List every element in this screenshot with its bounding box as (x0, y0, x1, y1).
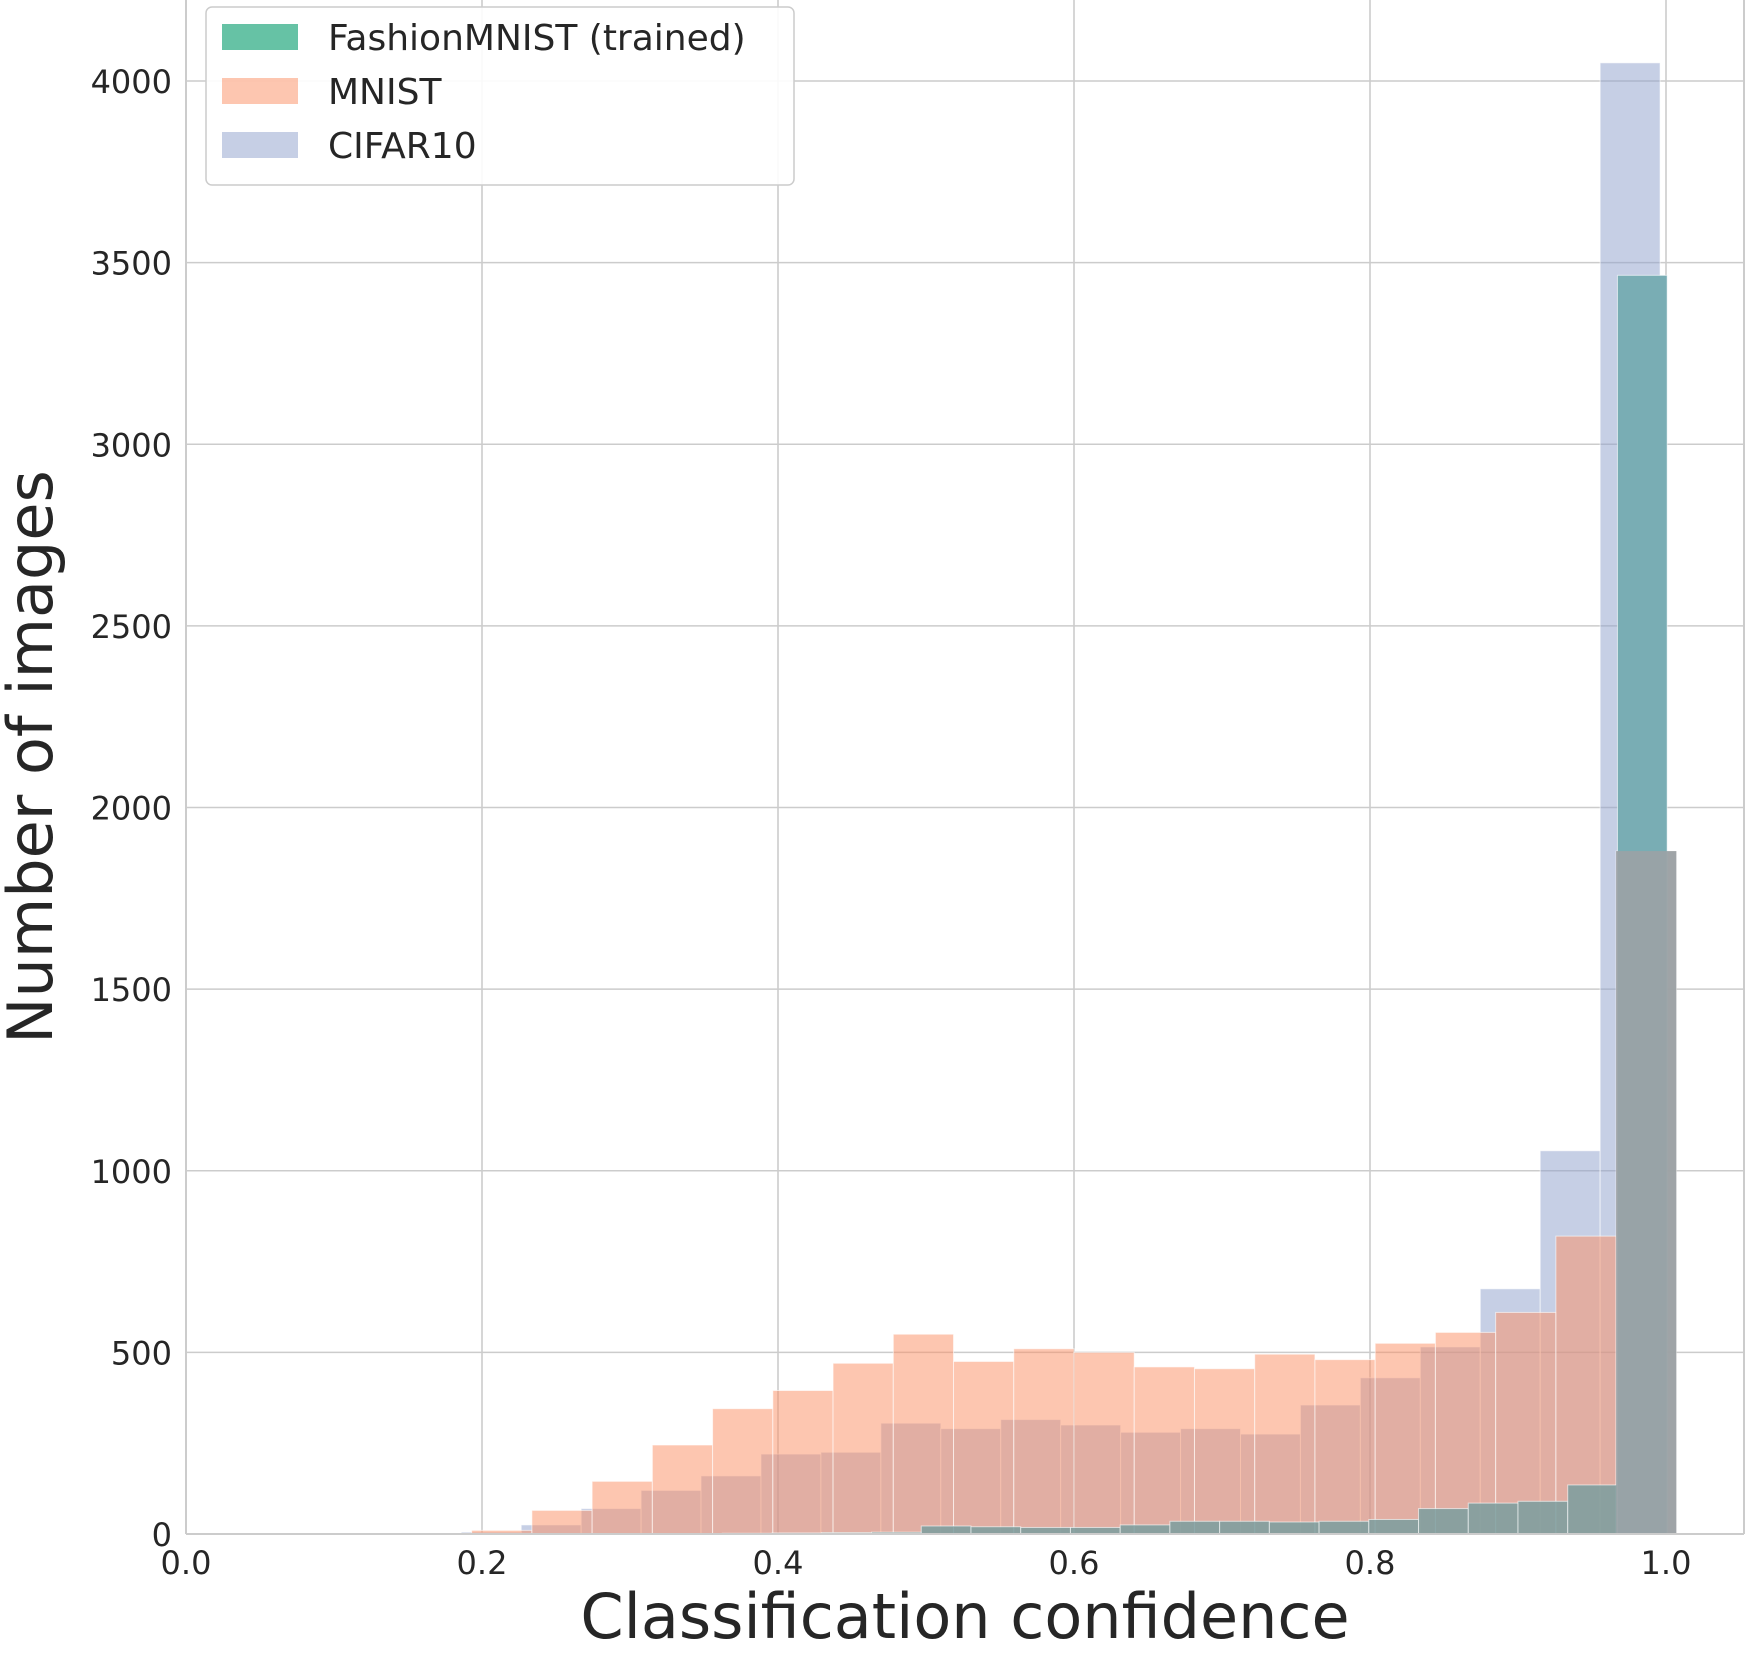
bar-fashionmnist-trained (920, 1525, 972, 1535)
bar-mnist (953, 1360, 1015, 1535)
bar-fashionmnist-trained (1219, 1520, 1270, 1535)
bar-mnist (1434, 1331, 1497, 1535)
bar-mnist (1254, 1353, 1316, 1535)
y-tick-label: 2000 (91, 790, 172, 828)
bar-fashionmnist-trained (970, 1526, 1022, 1535)
x-tick-label: 0.8 (1345, 1544, 1396, 1582)
bar-fashionmnist-trained (1368, 1518, 1420, 1535)
bar-fashionmnist-trained (1119, 1524, 1171, 1535)
x-tick-label: 0.4 (753, 1544, 804, 1582)
legend-box (205, 6, 795, 186)
bar-fashionmnist-trained (1418, 1508, 1469, 1535)
bars (460, 62, 1677, 1535)
y-tick-label: 2500 (91, 608, 172, 646)
x-tick-label: 1.0 (1641, 1544, 1692, 1582)
gridlines (185, 0, 1744, 1535)
legend-swatch-mnist (222, 78, 298, 104)
bar-fashionmnist-trained (1268, 1521, 1320, 1535)
y-tick-label: 1500 (91, 971, 172, 1009)
legend-label-cifar10: CIFAR10 (328, 126, 477, 167)
bar-mnist (591, 1480, 653, 1535)
bar-mnist (1133, 1366, 1195, 1535)
y-tick-label: 1000 (91, 1153, 172, 1191)
bar-fashionmnist-trained (1567, 1484, 1618, 1535)
y-tick-label: 4000 (91, 63, 172, 101)
bar-mnist (712, 1408, 774, 1535)
legend-swatch-cifar10 (222, 132, 298, 158)
y-axis-title: Number of images (0, 470, 67, 1044)
bar-mnist (1073, 1351, 1135, 1535)
legend-swatch-fashionmnist-trained (222, 24, 298, 50)
y-tick-label: 0 (152, 1516, 172, 1554)
bar-fashionmnist-trained (1318, 1520, 1370, 1535)
legend: FashionMNIST (trained) MNIST CIFAR10 (205, 6, 795, 186)
y-tick-label: 500 (111, 1334, 172, 1372)
bar-fashionmnist-trained (1169, 1520, 1221, 1535)
bar-mnist (1374, 1342, 1436, 1535)
bar-mnist (832, 1362, 894, 1535)
bar-mnist (651, 1444, 714, 1535)
bar-overlap-mnist-top-bin (1616, 851, 1677, 1534)
x-tick-label: 0.6 (1049, 1544, 1100, 1582)
bar-mnist (1495, 1311, 1557, 1535)
bar-mnist (1013, 1348, 1075, 1535)
bar-mnist (531, 1509, 593, 1535)
bar-mnist (1193, 1368, 1256, 1535)
x-tick-label: 0.2 (457, 1544, 508, 1582)
bar-mnist (772, 1390, 834, 1535)
y-tick-label: 3000 (91, 426, 172, 464)
bar-fashionmnist-trained (1467, 1502, 1519, 1535)
legend-label-mnist: MNIST (328, 72, 442, 113)
bar-fashionmnist-trained (1517, 1500, 1569, 1535)
y-tick-label: 3500 (91, 245, 172, 283)
bar-mnist (1314, 1359, 1376, 1535)
legend-label-fashionmnist-trained: FashionMNIST (trained) (328, 18, 746, 59)
tick-labels: 0.0 0.2 0.4 0.6 0.8 1.0 0 500 1000 1500 2000 2500 30… (91, 63, 1692, 1582)
bar-mnist (892, 1333, 955, 1535)
x-tick-label: 0.0 (161, 1544, 212, 1582)
axes (185, 0, 1745, 1535)
x-axis-title: Classification confidence (580, 1580, 1349, 1653)
